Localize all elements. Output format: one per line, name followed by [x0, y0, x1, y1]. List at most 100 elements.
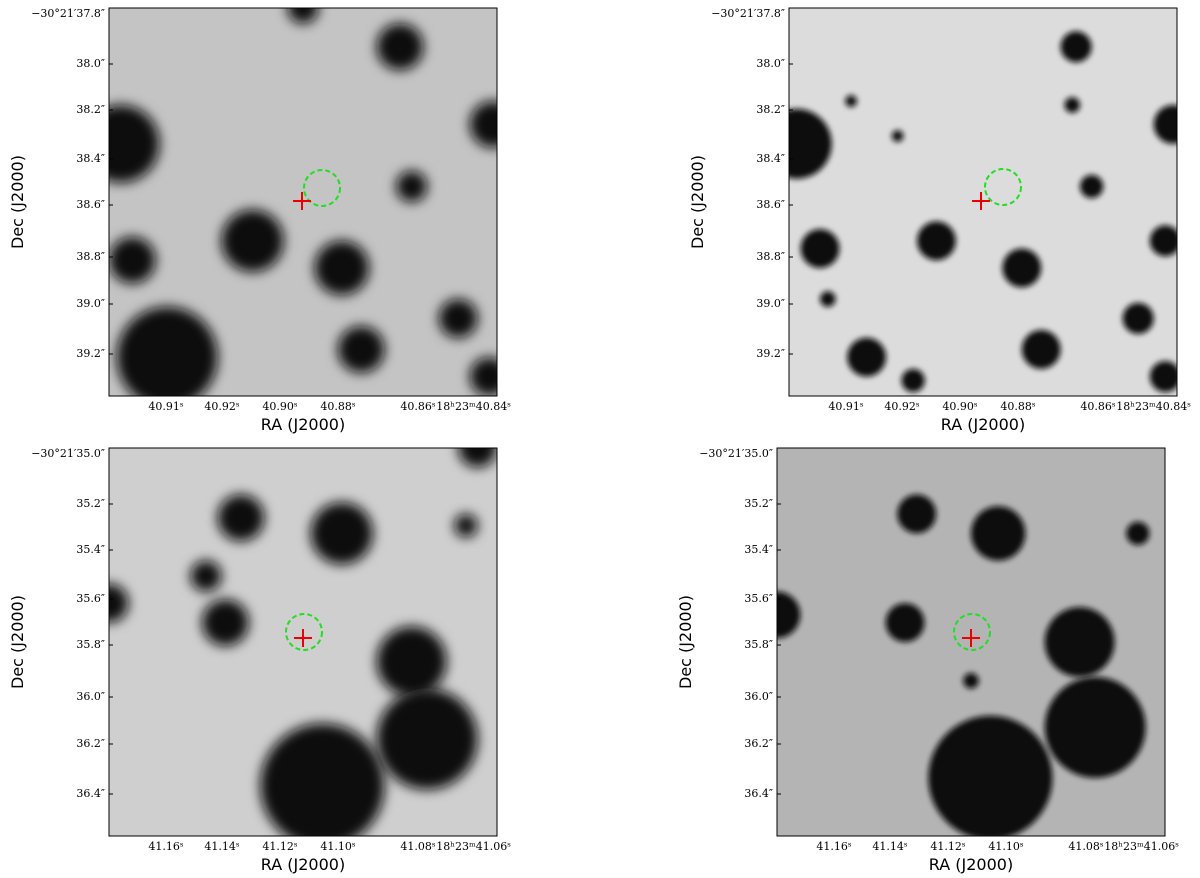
panel: −30°21′35.0″ 35.2″ 35.4″ 35.6″ 35.8″ 36.0″ 36.…	[8, 447, 511, 874]
y-tick-label: 38.8″	[756, 250, 785, 263]
source	[901, 368, 925, 393]
y-tick-label: −30°21′35.0″	[699, 447, 773, 460]
y-tick-label: 35.2″	[744, 497, 773, 510]
x-tick-label: 41.12ˢ	[930, 840, 965, 853]
y-tick-label: 35.4″	[744, 543, 773, 556]
target-circle	[984, 168, 1022, 206]
source	[971, 506, 1026, 561]
x-tick-label: 40.90ˢ	[942, 400, 977, 413]
source	[789, 108, 832, 179]
source	[376, 626, 447, 697]
target-circle	[285, 613, 323, 651]
y-tick-label: 39.2″	[756, 347, 785, 360]
source	[847, 337, 886, 377]
source	[260, 723, 385, 836]
frame	[776, 447, 1166, 837]
source	[820, 291, 836, 307]
x-tick-label: 41.08ˢ	[1068, 840, 1103, 853]
source	[190, 560, 222, 592]
y-axis-label: Dec (J2000)	[8, 595, 27, 689]
y-axis-label: Dec (J2000)	[8, 155, 27, 249]
source	[1080, 174, 1104, 199]
source	[310, 502, 373, 565]
target-circle	[953, 613, 991, 651]
x-tick-label: 18ʰ23ᵐ40.84ˢ	[1116, 400, 1191, 413]
x-tick-label: 40.91ˢ	[828, 400, 863, 413]
source	[1126, 521, 1150, 545]
y-tick-label: 35.8″	[76, 638, 105, 651]
source	[891, 130, 904, 142]
source	[469, 101, 497, 148]
y-axis-label: Dec (J2000)	[688, 155, 707, 249]
y-tick-label: 38.4″	[756, 152, 785, 165]
x-tick-label: 40.91ˢ	[148, 400, 183, 413]
x-tick-label: 40.86ˢ	[1080, 400, 1115, 413]
source	[1021, 330, 1061, 369]
sky-image	[109, 8, 497, 396]
y-tick-label: 38.2″	[756, 103, 785, 116]
source	[928, 715, 1053, 836]
source	[438, 299, 478, 338]
y-tick-label: 38.6″	[756, 198, 785, 211]
source	[1060, 31, 1092, 63]
x-tick-label: 41.08ˢ	[400, 840, 435, 853]
source	[221, 209, 284, 272]
y-tick-label: 36.4″	[744, 787, 773, 800]
y-tick-label: −30°21′35.0″	[31, 447, 105, 460]
y-tick-label: 36.2″	[76, 737, 105, 750]
frame	[788, 7, 1178, 397]
frame	[108, 7, 498, 397]
y-tick-label: 35.6″	[744, 592, 773, 605]
frame	[108, 447, 498, 837]
x-axis-label: RA (J2000)	[929, 855, 1013, 874]
x-tick-label: 40.88ˢ	[320, 400, 355, 413]
x-tick-label: 41.14ˢ	[872, 840, 907, 853]
y-tick-label: −30°21′37.8″	[31, 7, 105, 20]
source	[1064, 97, 1080, 113]
source	[202, 599, 249, 646]
source	[1149, 361, 1177, 393]
x-tick-label: 40.92ˢ	[204, 400, 239, 413]
x-tick-label: 41.10ˢ	[320, 840, 355, 853]
source	[217, 494, 265, 542]
source	[376, 688, 478, 790]
x-axis-label: RA (J2000)	[261, 855, 345, 874]
source	[800, 229, 840, 268]
panel: −30°21′35.0″ 35.2″ 35.4″ 35.6″ 35.8″ 36.0″ 36.…	[676, 447, 1179, 874]
source	[109, 105, 160, 183]
target-circle	[303, 169, 341, 207]
source	[337, 326, 385, 373]
source	[1002, 248, 1042, 288]
y-tick-label: 38.0″	[76, 57, 105, 70]
source	[1044, 676, 1146, 778]
source	[1149, 225, 1177, 257]
source	[897, 494, 937, 534]
source	[287, 8, 319, 24]
x-tick-label: 40.86ˢ	[400, 400, 435, 413]
x-tick-label: 40.90ˢ	[262, 400, 297, 413]
source	[396, 170, 428, 202]
source	[917, 221, 956, 261]
panel: −30°21′37.8″ 38.0″ 38.2″ 38.4″ 38.6″ 38.8″ 39.…	[8, 7, 511, 434]
y-tick-label: 38.2″	[76, 103, 105, 116]
source	[469, 357, 497, 396]
y-tick-label: 35.6″	[76, 592, 105, 605]
x-tick-label: 18ʰ23ᵐ41.06ˢ	[436, 840, 511, 853]
y-tick-label: 36.2″	[744, 737, 773, 750]
source	[314, 240, 369, 296]
y-tick-label: 39.0″	[756, 297, 785, 310]
source	[454, 513, 478, 538]
x-tick-label: 40.88ˢ	[1000, 400, 1035, 413]
y-tick-label: 35.2″	[76, 497, 105, 510]
x-axis-label: RA (J2000)	[261, 415, 345, 434]
x-tick-label: 41.10ˢ	[988, 840, 1023, 853]
y-tick-label: 36.0″	[744, 690, 773, 703]
y-tick-label: 35.8″	[744, 638, 773, 651]
x-tick-label: 40.92ˢ	[884, 400, 919, 413]
source	[1122, 302, 1154, 334]
x-tick-label: 41.14ˢ	[204, 840, 239, 853]
x-tick-label: 41.12ˢ	[262, 840, 297, 853]
panel: −30°21′37.8″ 38.0″ 38.2″ 38.4″ 38.6″ 38.8″ 39.…	[688, 7, 1191, 434]
y-tick-label: 38.0″	[756, 57, 785, 70]
